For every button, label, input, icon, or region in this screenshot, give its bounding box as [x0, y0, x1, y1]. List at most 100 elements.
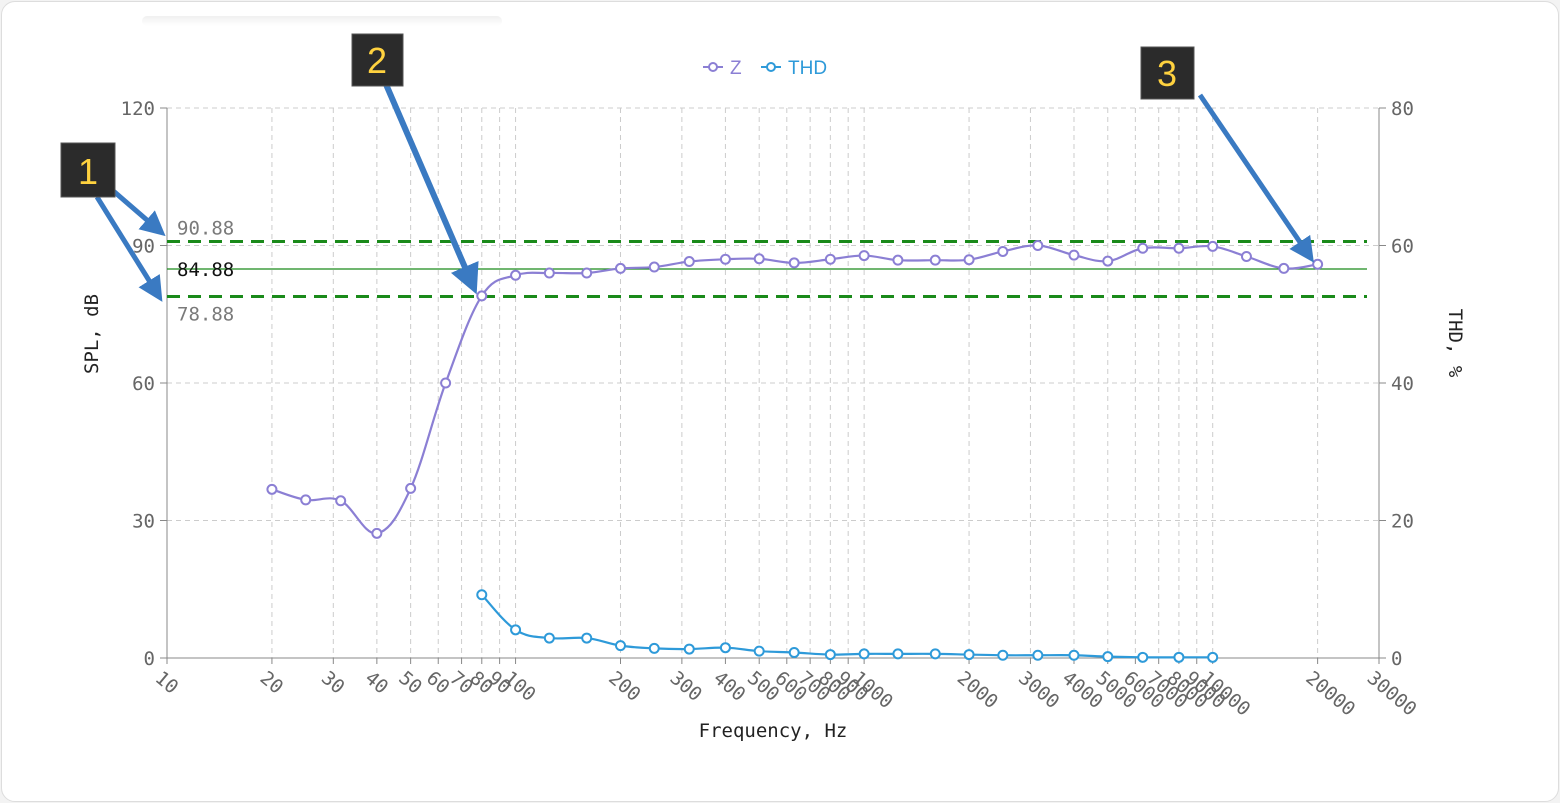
series-thd-point — [892, 648, 904, 660]
series-thd-point — [1102, 651, 1114, 663]
series-thd-point — [476, 589, 488, 601]
callout-2-arrow — [382, 80, 479, 295]
series-z-point — [1102, 255, 1114, 267]
series-thd-point — [683, 643, 695, 655]
x-axis-title: Frequency, Hz — [699, 720, 848, 742]
legend-item-z[interactable]: Z — [703, 58, 742, 79]
x-tick-label: 50 — [394, 667, 426, 699]
series-z-point — [1032, 240, 1044, 251]
legend-thd-label: THD — [788, 58, 827, 79]
x-tick-label: 30000 — [1363, 667, 1421, 721]
series-thd-point — [648, 642, 660, 654]
callout-2-number: 2 — [367, 40, 387, 81]
callout-3: 3 — [1140, 46, 1195, 100]
x-tick-label: 300 — [666, 667, 706, 706]
legend: Z THD — [703, 58, 827, 79]
y-tick-label: 30 — [132, 511, 155, 533]
series-z-point — [929, 254, 941, 266]
top-shadow — [142, 16, 502, 26]
series-z-point — [1240, 251, 1252, 262]
y2-tick-label: 40 — [1391, 373, 1414, 395]
y2-tick-label: 80 — [1391, 98, 1414, 120]
series-thd-point — [824, 649, 836, 661]
series-thd-point — [543, 632, 555, 644]
series-z-point — [371, 527, 383, 539]
y-axis-title: SPL, dB — [81, 294, 103, 374]
series-z-point — [1137, 242, 1149, 254]
series-z-point — [440, 377, 452, 389]
series-thd-line — [480, 593, 1213, 659]
series-z-point — [1207, 240, 1219, 252]
callout-1: 1 — [60, 142, 116, 198]
series-z-point — [648, 261, 660, 273]
series-z-point — [405, 482, 417, 494]
grid — [167, 107, 1380, 658]
series-thd-point — [1068, 649, 1080, 661]
series-z-point — [1173, 242, 1185, 254]
legend-thd-marker — [766, 62, 776, 72]
callout-1-number: 1 — [78, 151, 98, 192]
y-tick-label: 0 — [144, 648, 155, 670]
series-thd-point — [581, 632, 593, 644]
y-tick-label: 90 — [132, 236, 155, 258]
x-tick-label: 400 — [709, 667, 749, 706]
x-tick-label: 2000 — [953, 667, 1002, 713]
series-thd-point — [1032, 649, 1044, 661]
series-z-point — [335, 495, 347, 507]
x-tick-label: 200 — [604, 667, 644, 706]
reference-label-84.88: 84.88 — [177, 259, 234, 281]
series-layer — [266, 240, 1324, 663]
series-z-point — [997, 245, 1009, 257]
series-z-point — [719, 253, 731, 265]
x-tick-label: 20 — [256, 667, 288, 699]
callout-3-arrow — [1197, 93, 1314, 263]
series-z-point — [892, 254, 904, 266]
series-z-point — [788, 257, 800, 269]
series-thd-point — [614, 640, 626, 652]
y2-tick-label: 0 — [1391, 648, 1402, 670]
series-thd-point — [719, 642, 731, 654]
x-tick-label: 30 — [317, 667, 349, 699]
callout-1-badge — [60, 142, 116, 198]
series-z-point — [683, 256, 695, 268]
series-thd-point — [997, 649, 1009, 661]
series-z-point — [581, 267, 593, 279]
reference-lines: 90.88 84.88 78.88 — [167, 217, 1367, 325]
series-thd-point — [788, 647, 800, 658]
y-tick-label: 120 — [121, 98, 155, 120]
legend-item-thd[interactable]: THD — [761, 58, 827, 79]
series-z-point — [1312, 258, 1324, 270]
series-z-line — [271, 244, 1318, 535]
reference-label-90.88: 90.88 — [177, 217, 234, 239]
annotation-arrows — [94, 80, 1314, 302]
legend-z-marker — [708, 62, 718, 72]
series-z-point — [858, 250, 870, 262]
series-z-point — [1068, 249, 1080, 261]
y-tick-label: 60 — [132, 373, 155, 395]
series-thd-point — [1173, 651, 1185, 663]
series-thd-point — [963, 649, 975, 661]
series-z-point — [824, 253, 836, 265]
y2-tick-label: 60 — [1391, 236, 1414, 258]
series-thd-point — [510, 624, 522, 636]
series-z-point — [266, 483, 278, 495]
x-tick-label: 10 — [151, 667, 183, 699]
series-thd-point — [929, 648, 941, 660]
series-z-point — [543, 267, 555, 279]
series-thd-point — [858, 648, 870, 660]
x-tick-label: 20000 — [1301, 667, 1359, 721]
series-thd-point — [1137, 651, 1149, 663]
series-z-point — [614, 262, 626, 274]
callout-1-arrow-b — [94, 195, 163, 302]
axes — [160, 107, 1386, 664]
series-thd-point — [753, 645, 765, 657]
series-z-point — [510, 269, 522, 281]
series-z-point — [300, 494, 312, 506]
x-tick-label: 40 — [361, 667, 393, 699]
callout-2: 2 — [351, 33, 404, 87]
y2-axis-title: THD, % — [1444, 309, 1466, 378]
legend-z-label: Z — [730, 58, 742, 79]
